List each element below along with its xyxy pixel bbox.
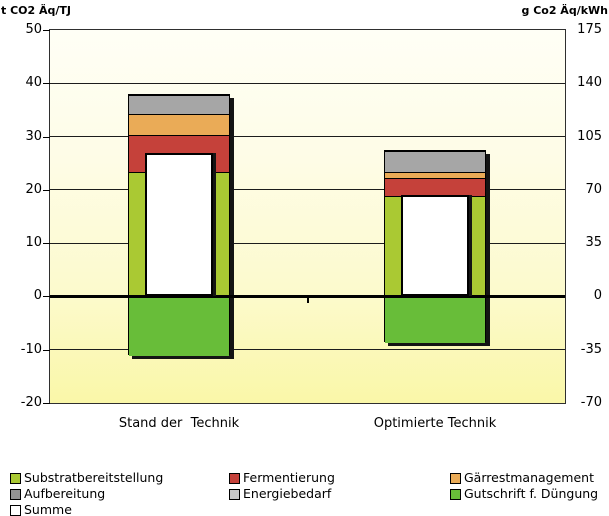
legend-item-label: Summe (24, 502, 72, 516)
legend-item-label: Aufbereitung (24, 486, 106, 501)
x-axis-tick (307, 297, 309, 303)
bar-summe-overlay (401, 195, 469, 297)
gridline (50, 189, 565, 191)
y-axis-left-tick-label: 20 (25, 181, 42, 197)
bar-segment-gutschrift-duengung (385, 297, 485, 343)
gridline (50, 242, 565, 244)
legend-item: Fermentierung (229, 470, 450, 486)
plot-area (49, 29, 566, 404)
bar-segment-aufbereitung (129, 94, 229, 114)
y-axis-right-tick-label: 70 (585, 181, 602, 197)
legend-item: Summe (10, 502, 229, 516)
y-axis-tick (43, 83, 50, 85)
y-axis-left-tick-label: 50 (25, 22, 42, 37)
legend-swatch-icon (229, 488, 240, 500)
x-axis-category-label: Optimierte Technik (373, 416, 497, 431)
y-axis-left-tick-label: 10 (25, 235, 42, 251)
y-axis-tick (43, 243, 50, 245)
legend-swatch-icon (10, 488, 21, 500)
y-axis-tick (43, 349, 50, 351)
bar-segment-aufbereitung (385, 150, 485, 173)
legend-swatch-icon (229, 472, 240, 484)
legend-item: Gutschrift f. Düngung (450, 486, 598, 502)
gridline (50, 82, 565, 84)
legend: Substratbereitstellung Fermentierung Gärre… (10, 470, 598, 516)
y-axis-left-tick-label: -20 (20, 395, 42, 410)
zero-gridline (50, 294, 565, 298)
y-axis-right-tick-label: -70 (580, 395, 602, 410)
legend-item: Energiebedarf (229, 486, 450, 502)
bar-segment-fermentierung (385, 177, 485, 197)
y-axis-tick (43, 296, 50, 298)
y-axis-right-tick-label: 175 (577, 22, 602, 37)
y-axis-left-tick-label: 0 (33, 288, 42, 304)
bar-segment-gaerrestmanagement (385, 172, 485, 178)
y-axis-right-tick-label: 140 (577, 75, 602, 91)
left-axis-title: t CO2 Äq/TJ (1, 4, 71, 17)
legend-item-label: Gärrestmanagement (464, 470, 594, 485)
y-axis-tick (43, 30, 50, 31)
gridline (50, 136, 565, 138)
legend-item: Aufbereitung (10, 486, 229, 502)
legend-swatch-icon (10, 504, 21, 516)
legend-item-label: Gutschrift f. Düngung (464, 486, 599, 501)
y-axis-right-tick-label: 0 (593, 288, 602, 304)
y-axis-tick (43, 189, 50, 191)
y-axis-right-tick-label: -35 (580, 341, 602, 357)
y-axis-left-tick-label: 40 (25, 75, 42, 91)
y-axis-right-tick-label: 105 (577, 128, 602, 144)
legend-swatch-icon (450, 488, 461, 500)
y-axis-tick (43, 403, 50, 404)
legend-item-label: Substratbereitstellung (24, 470, 164, 485)
y-axis-left-tick-label: -10 (20, 341, 42, 357)
legend-item: Gärrestmanagement (450, 470, 598, 486)
bar-segment-gutschrift-duengung (129, 297, 229, 357)
legend-item-label: Energiebedarf (243, 486, 332, 501)
legend-swatch-icon (10, 472, 21, 484)
y-axis-left-tick-label: 30 (25, 128, 42, 144)
y-axis-right-tick-label: 35 (585, 235, 602, 251)
bar-summe-overlay (145, 152, 213, 297)
gridline (50, 349, 565, 351)
y-axis-tick (43, 136, 50, 138)
right-axis-title: g Co2 Äq/kWh (521, 4, 608, 17)
legend-item: Substratbereitstellung (10, 470, 229, 486)
x-axis-category-label: Stand der Technik (118, 416, 240, 431)
bar-segment-gaerrestmanagement (129, 113, 229, 135)
legend-swatch-icon (450, 472, 461, 484)
legend-item-label: Fermentierung (243, 470, 335, 485)
